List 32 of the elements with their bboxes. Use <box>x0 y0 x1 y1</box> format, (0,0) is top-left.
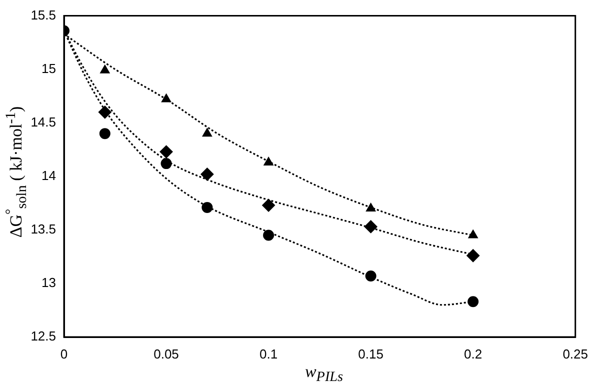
x-tick-label: 0.1 <box>260 346 278 362</box>
y-tick-label: 14.5 <box>30 114 56 130</box>
y-tick-label: 15 <box>42 60 56 76</box>
point <box>202 202 213 213</box>
point <box>99 128 110 140</box>
y-tick-label: 12.5 <box>30 328 56 344</box>
y-tick-label: 15.5 <box>30 7 56 22</box>
y-tick-label: 13.5 <box>30 222 56 237</box>
point <box>202 128 212 137</box>
point <box>160 158 172 170</box>
point <box>466 249 480 262</box>
point <box>98 106 112 119</box>
point <box>264 156 274 166</box>
y-tick-label: 14 <box>42 168 56 183</box>
point <box>160 145 173 158</box>
x-tick-label: 0.2 <box>464 346 482 362</box>
point <box>364 220 378 234</box>
x-tick-label: 0.05 <box>154 346 179 362</box>
point <box>263 230 274 241</box>
point <box>100 64 110 74</box>
point <box>468 230 478 238</box>
x-tick-label: 0.25 <box>562 346 588 362</box>
x-tick-label: 0 <box>60 346 68 362</box>
x-axis-title: w$_{PILs}$ <box>304 362 344 386</box>
x-tick-label: 0.15 <box>358 346 384 362</box>
point <box>468 296 479 308</box>
y-tick-label: 13 <box>42 275 56 290</box>
point <box>262 198 276 212</box>
point <box>200 168 214 181</box>
point <box>161 94 172 102</box>
point <box>366 203 376 212</box>
point <box>365 270 376 282</box>
